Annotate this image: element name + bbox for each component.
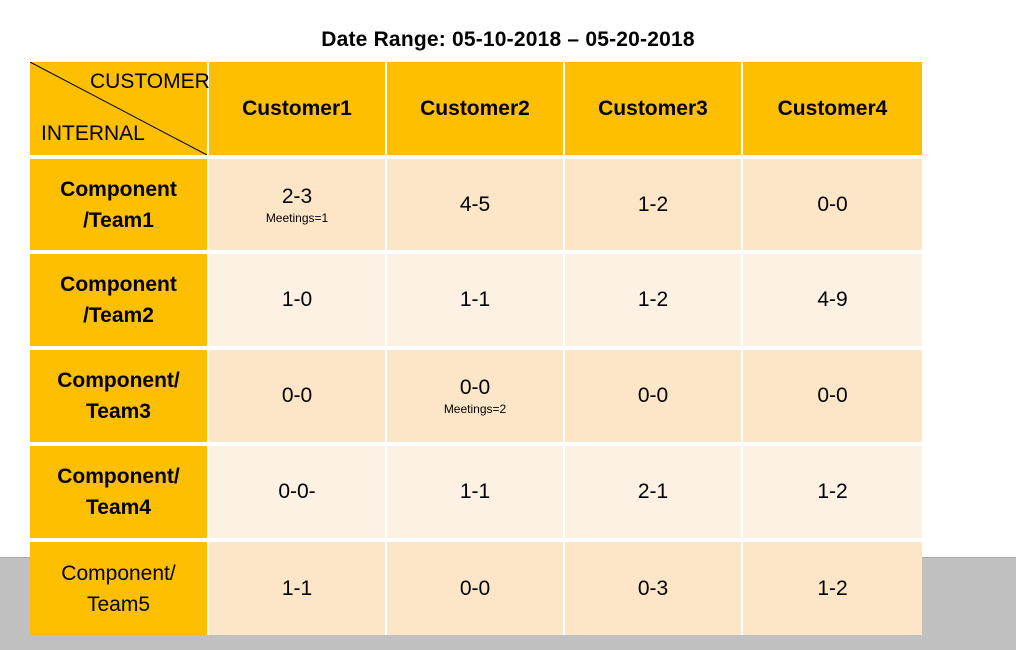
table-cell: 1-1 <box>387 254 563 346</box>
cell-value: 1-2 <box>817 576 848 600</box>
row-header-line1: Component/ <box>61 561 176 585</box>
row-header-line2: /Team2 <box>83 304 154 327</box>
corner-diagonal-line <box>30 62 207 155</box>
cell-value: 0-0- <box>278 480 316 503</box>
row-header-line2: Team4 <box>86 496 151 519</box>
cell-value: 1-2 <box>637 288 669 311</box>
cell-value: 0-0 <box>459 376 491 399</box>
table-cell: 4-9 <box>743 254 922 346</box>
row-header-line1: Component/ <box>57 369 180 392</box>
cell-value: 0-3 <box>637 576 669 600</box>
date-range-title: Date Range: 05-10-2018 – 05-20-2018 <box>321 28 695 51</box>
cell-note: Meetings=1 <box>265 210 329 225</box>
cell-value: 1-1 <box>459 480 491 503</box>
row-header-line2: Team5 <box>86 592 151 616</box>
table-cell: 0-0 <box>209 350 385 442</box>
row-header-team4: Component/ Team4 <box>30 446 207 538</box>
table-cell: 0-0 <box>565 350 741 442</box>
corner-header-cell: CUSTOMER INTERNAL <box>30 62 210 155</box>
table-cell: 0-3 <box>565 542 741 635</box>
column-header-customer3: Customer3 <box>565 62 741 155</box>
table-cell: 0-0- <box>209 446 385 538</box>
table-cell: 0-0 Meetings=2 <box>387 350 563 442</box>
cell-value: 1-2 <box>637 192 669 216</box>
table-cell: 0-0 <box>387 542 563 635</box>
table-cell: 0-0 <box>743 350 922 442</box>
table-cell: 4-5 <box>387 159 563 250</box>
cell-value: 0-0 <box>459 576 491 600</box>
cell-value: 4-5 <box>459 192 491 216</box>
corner-customer-label: CUSTOMER <box>90 70 210 93</box>
cell-value: 0-0 <box>817 384 848 407</box>
column-header-customer1: Customer1 <box>209 62 385 155</box>
table-cell: 0-0 <box>743 159 922 250</box>
row-header-team2: Component /Team2 <box>30 254 207 346</box>
row-header-line2: /Team1 <box>83 208 154 232</box>
table-cell: 1-1 <box>209 542 385 635</box>
row-header-line1: Component <box>60 273 177 296</box>
row-header-line1: Component <box>60 177 177 201</box>
cell-note: Meetings=2 <box>443 402 507 416</box>
row-header-line1: Component/ <box>57 465 180 488</box>
cell-value: 1-1 <box>459 288 491 311</box>
cell-value: 0-0 <box>637 384 669 407</box>
cell-value: 1-0 <box>281 288 313 311</box>
cell-value: 2-1 <box>637 480 669 503</box>
cell-value: 1-1 <box>281 576 313 600</box>
cell-value: 2-3 <box>281 184 313 208</box>
column-header-customer4: Customer4 <box>743 62 922 155</box>
cell-value: 0-0 <box>281 384 313 407</box>
table-cell: 2-1 <box>565 446 741 538</box>
table-cell: 1-2 <box>565 159 741 250</box>
table-cell: 1-2 <box>743 542 922 635</box>
row-header-team1: Component /Team1 <box>30 159 207 250</box>
row-header-line2: Team3 <box>86 400 151 423</box>
customer-team-table: CUSTOMER INTERNAL Customer1 Customer2 Cu… <box>30 62 922 635</box>
corner-internal-label: INTERNAL <box>41 122 145 145</box>
cell-value: 1-2 <box>817 480 848 503</box>
table-cell: 1-2 <box>565 254 741 346</box>
table-cell: 1-0 <box>209 254 385 346</box>
column-header-customer2: Customer2 <box>387 62 563 155</box>
row-header-team3: Component/ Team3 <box>30 350 207 442</box>
table-cell: 2-3 Meetings=1 <box>209 159 385 250</box>
row-header-team5: Component/ Team5 <box>30 542 207 635</box>
cell-value: 4-9 <box>817 288 848 311</box>
table-cell: 1-2 <box>743 446 922 538</box>
cell-value: 0-0 <box>817 192 848 216</box>
table-cell: 1-1 <box>387 446 563 538</box>
